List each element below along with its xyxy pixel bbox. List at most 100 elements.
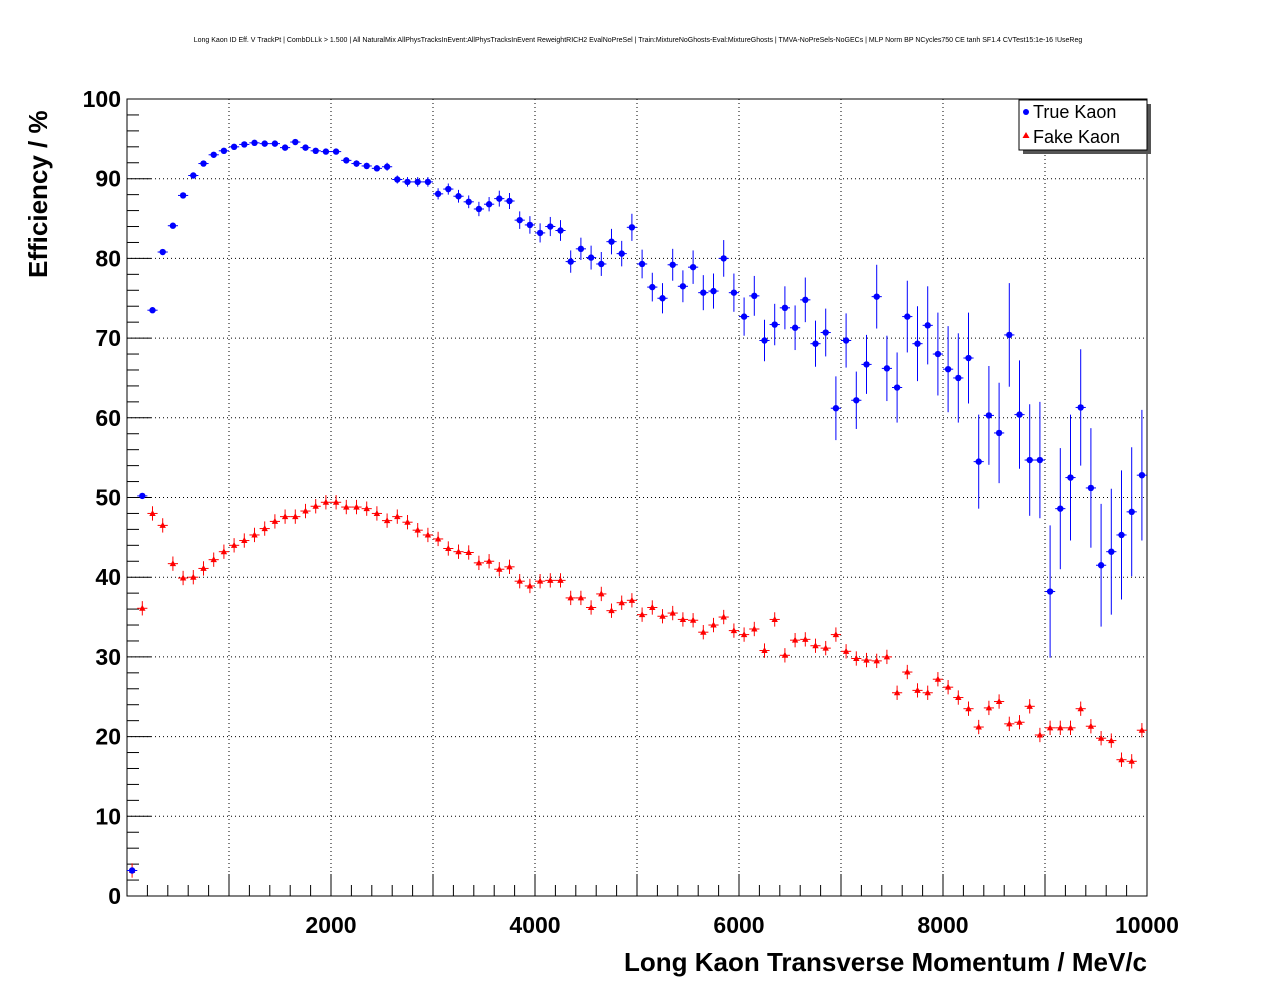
data-point	[414, 178, 421, 186]
data-point	[669, 261, 676, 268]
y-tick-label: 50	[95, 485, 121, 511]
y-axis: 0 10 20 30 40 50 60 70 80 90 100	[83, 86, 151, 909]
data-point	[842, 647, 850, 654]
y-tick-label: 70	[95, 325, 121, 351]
data-point	[139, 604, 146, 611]
data-point	[465, 548, 472, 555]
data-point	[781, 304, 789, 312]
data-point	[547, 576, 554, 583]
data-point	[832, 631, 840, 638]
data-point	[1077, 404, 1084, 411]
data-point	[1046, 724, 1054, 731]
data-point	[200, 564, 207, 571]
data-point	[271, 140, 279, 147]
legend: True Kaon Fake Kaon	[1018, 99, 1151, 154]
data-point	[332, 498, 340, 505]
data-point	[149, 307, 156, 314]
data-point	[383, 517, 391, 524]
data-point	[720, 255, 727, 262]
data-point	[302, 144, 309, 151]
y-tick-label: 60	[95, 405, 121, 431]
data-point	[261, 140, 268, 147]
data-point	[261, 525, 268, 532]
data-point	[985, 412, 993, 419]
data-point	[751, 625, 758, 632]
data-point	[455, 193, 462, 200]
data-point	[353, 160, 360, 167]
data-point	[965, 705, 972, 712]
data-point	[638, 260, 646, 268]
data-point	[302, 507, 309, 514]
data-point	[904, 668, 911, 675]
y-tick-label: 90	[95, 166, 121, 192]
data-point	[373, 165, 381, 172]
data-point	[455, 548, 462, 555]
data-point	[689, 616, 697, 623]
data-point	[1036, 731, 1044, 738]
data-point	[230, 143, 238, 151]
series-fake-kaon	[127, 495, 1147, 878]
data-point	[567, 594, 574, 601]
data-point	[1006, 720, 1013, 727]
data-point	[598, 260, 605, 268]
data-point	[1026, 702, 1033, 709]
data-point	[1026, 456, 1033, 464]
data-point	[292, 513, 299, 520]
data-point	[863, 656, 870, 663]
data-point	[740, 631, 748, 638]
data-point	[618, 599, 625, 606]
data-point	[241, 141, 248, 148]
data-point	[802, 296, 809, 304]
data-point	[914, 340, 921, 347]
data-point	[700, 628, 707, 635]
data-point	[526, 582, 534, 589]
data-point	[210, 556, 217, 563]
data-point	[424, 531, 432, 538]
data-point	[1108, 548, 1115, 555]
data-point	[832, 405, 840, 412]
data-point	[190, 573, 197, 580]
data-point	[710, 621, 717, 628]
legend-marker-true-kaon	[1023, 109, 1029, 115]
data-point	[343, 157, 350, 164]
data-point	[863, 361, 870, 368]
data-point	[649, 283, 656, 291]
data-point	[975, 723, 982, 730]
data-point	[975, 458, 982, 465]
data-point	[649, 603, 656, 610]
data-point	[241, 537, 248, 544]
data-point	[1016, 411, 1023, 418]
data-point	[394, 513, 401, 520]
data-point	[424, 178, 432, 186]
data-point	[179, 192, 187, 199]
data-point	[383, 163, 391, 170]
data-point	[1067, 724, 1074, 731]
data-point	[465, 198, 472, 206]
data-point	[220, 548, 228, 555]
data-point	[251, 531, 258, 538]
data-point	[618, 250, 625, 257]
data-point	[169, 222, 177, 229]
data-point	[210, 151, 217, 158]
data-point	[567, 258, 574, 265]
y-tick-label: 40	[95, 564, 121, 590]
x-tick-label: 10000	[1115, 912, 1179, 938]
data-point	[1128, 508, 1135, 516]
x-tick-label: 6000	[713, 912, 764, 938]
data-point	[1077, 705, 1084, 712]
data-point	[475, 559, 483, 566]
data-point	[190, 172, 197, 179]
data-point	[781, 651, 789, 658]
y-tick-label: 100	[83, 86, 121, 112]
x-tick-label: 2000	[305, 912, 356, 938]
data-point	[904, 313, 911, 320]
y-tick-label: 0	[108, 883, 121, 909]
data-point	[720, 613, 727, 620]
data-point	[791, 636, 799, 643]
data-point	[169, 560, 177, 567]
data-point	[343, 503, 350, 510]
data-point	[200, 160, 207, 167]
data-point	[536, 577, 544, 584]
data-point	[485, 557, 493, 564]
data-point	[577, 245, 585, 253]
